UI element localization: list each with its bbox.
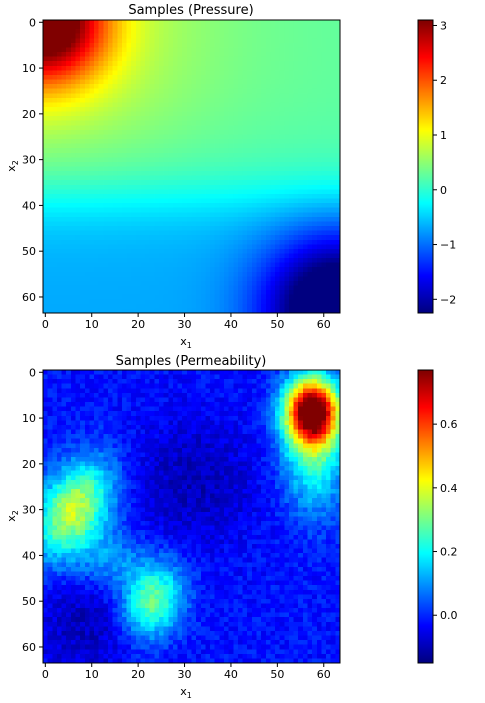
y-tick-label: 20 <box>22 108 36 121</box>
colorbar-tick-label: 0.4 <box>440 482 458 495</box>
pressure-y-ticks: 0 10 20 30 40 50 60 <box>22 16 43 304</box>
y-tick-label: 10 <box>22 412 36 425</box>
permeability-axes-frame <box>42 369 341 664</box>
y-tick-label: 0 <box>29 16 36 29</box>
y-tick-label: 30 <box>22 154 36 167</box>
x-tick-label: 40 <box>224 318 238 331</box>
x-tick-label: 20 <box>131 318 145 331</box>
pressure-chart-title: Samples (Pressure) <box>128 3 253 18</box>
y-tick-label: 50 <box>22 595 36 608</box>
x-tick-label: 30 <box>178 668 192 681</box>
pressure-x-axis-label: x1 <box>180 335 192 350</box>
y-tick-label: 30 <box>22 504 36 517</box>
y-tick-label: 50 <box>22 245 36 258</box>
permeability-colorbar-frame <box>417 369 434 664</box>
pressure-chart: Samples (Pressure) 0 10 20 30 40 50 60 0102030… <box>5 3 456 350</box>
y-tick-label: 20 <box>22 458 36 471</box>
pressure-colorbar-frame <box>417 19 434 314</box>
permeability-x-axis-label: x1 <box>180 685 192 700</box>
permeability-y-axis-label: x2 <box>5 510 20 522</box>
pressure-colorbar <box>418 20 433 313</box>
permeability-chart-title: Samples (Permeability) <box>116 354 267 369</box>
x-tick-label: 20 <box>131 668 145 681</box>
y-tick-label: 40 <box>22 549 36 562</box>
permeability-y-ticks: 0 10 20 30 40 50 60 <box>22 366 43 654</box>
y-tick-label: 60 <box>22 291 36 304</box>
y-tick-label: 60 <box>22 641 36 654</box>
colorbar-tick-label: 0 <box>440 184 447 197</box>
permeability-colorbar-ticks: 0.6 0.4 0.2 0.0 <box>433 418 458 622</box>
permeability-heatmap <box>43 370 340 663</box>
x-tick-label: 0 <box>42 668 49 681</box>
x-tick-label: 40 <box>224 668 238 681</box>
colorbar-tick-label: −2 <box>440 293 456 306</box>
pressure-y-axis-label: x2 <box>5 160 20 172</box>
colorbar-tick-label: 0.2 <box>440 546 458 559</box>
colorbar-tick-label: 0.6 <box>440 418 458 431</box>
colorbar-tick-label: −1 <box>440 239 456 252</box>
permeability-colorbar <box>418 370 433 663</box>
pressure-axes-frame <box>42 19 341 314</box>
x-tick-label: 30 <box>178 318 192 331</box>
x-tick-label: 50 <box>270 318 284 331</box>
colorbar-tick-label: 2 <box>440 74 447 87</box>
x-tick-label: 0 <box>42 318 49 331</box>
x-tick-label: 50 <box>270 668 284 681</box>
y-tick-label: 0 <box>29 366 36 379</box>
x-tick-label: 10 <box>85 668 99 681</box>
colorbar-tick-label: 1 <box>440 129 447 142</box>
colorbar-tick-label: 0.0 <box>440 609 458 622</box>
x-tick-label: 10 <box>85 318 99 331</box>
pressure-heatmap <box>43 20 340 313</box>
pressure-x-ticks: 0 10 20 30 40 50 60 <box>42 313 331 331</box>
permeability-chart: Samples (Permeability) 0 10 20 30 40 50 60 0 10… <box>5 354 458 700</box>
y-tick-label: 40 <box>22 199 36 212</box>
pressure-colorbar-ticks: 3 2 1 0 −1 −2 <box>433 19 456 306</box>
permeability-x-ticks: 0 10 20 30 40 50 60 <box>42 663 331 681</box>
x-tick-label: 60 <box>317 668 331 681</box>
colorbar-tick-label: 3 <box>440 19 447 32</box>
y-tick-label: 10 <box>22 62 36 75</box>
x-tick-label: 60 <box>317 318 331 331</box>
